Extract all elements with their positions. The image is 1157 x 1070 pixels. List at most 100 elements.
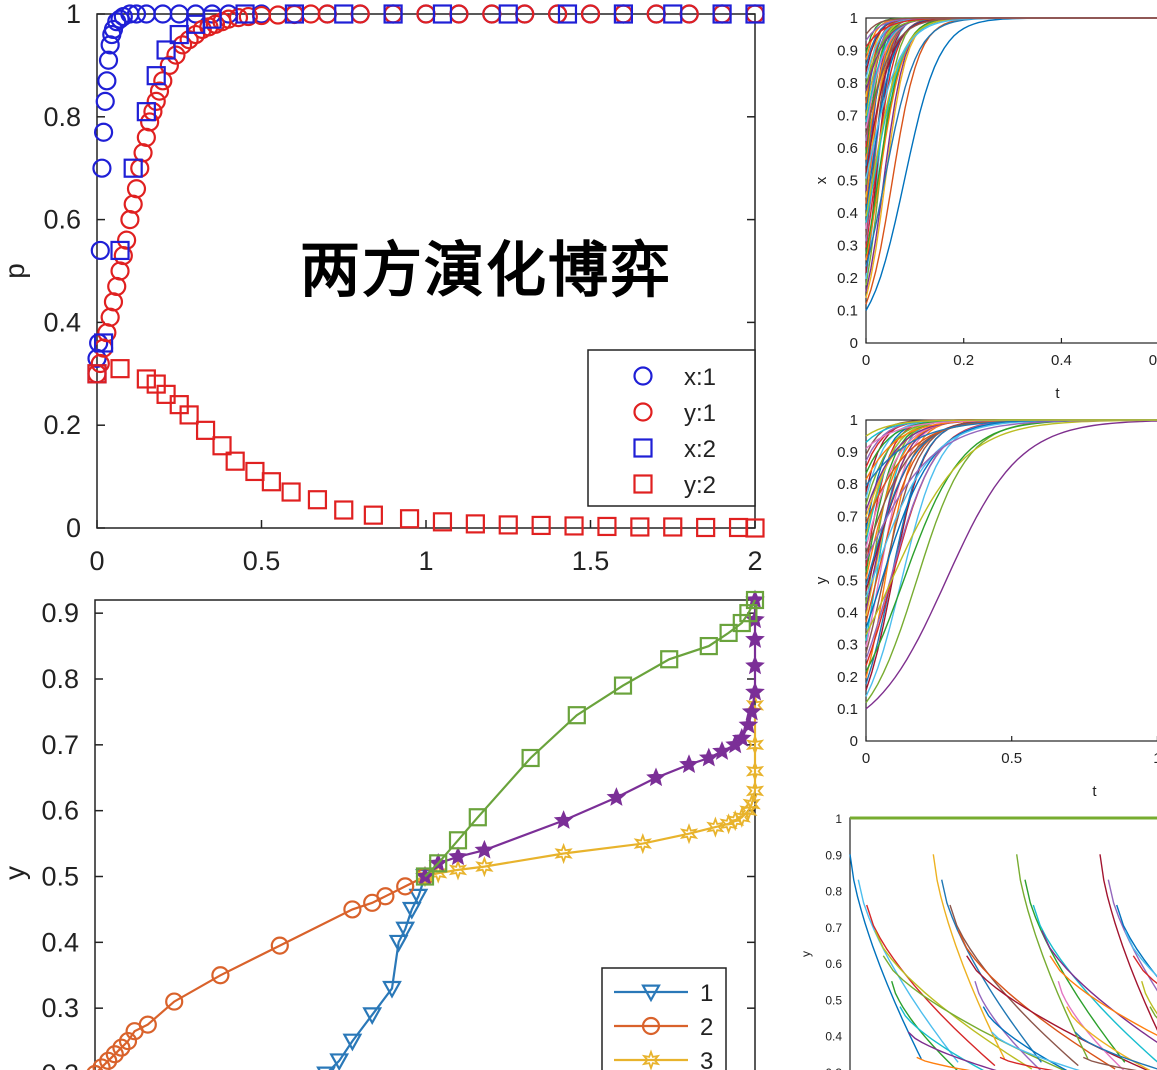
chart-2-point <box>408 888 429 907</box>
chart-1-legend-marker <box>633 438 653 458</box>
chart-2-point <box>633 832 652 855</box>
chart-4-y-tick-label: 0.7 <box>837 508 858 525</box>
chart-3-x-tick-label: 0.6 <box>1149 352 1157 369</box>
chart-4-y-axis-label: y <box>813 576 830 584</box>
chart-1-point <box>663 517 683 537</box>
chart-1-point <box>146 91 166 111</box>
chart-1-x-tick-label: 0 <box>89 546 104 576</box>
chart-1-point <box>580 4 601 24</box>
chart-2-y-tick-label: 0.3 <box>41 993 79 1023</box>
chart-5-y-axis-label: y <box>799 951 813 957</box>
chart-1-point <box>432 4 453 24</box>
chart-2-point <box>738 714 759 734</box>
chart-4-y-tick-label: 0.3 <box>837 637 858 654</box>
chart-1-point <box>212 436 232 456</box>
chart-1-point <box>93 333 114 353</box>
chart-5-y-tick-label: 0.3 <box>825 1066 842 1070</box>
chart-2-y-tick-label: 0.7 <box>41 730 79 760</box>
chart-2-point <box>342 1033 363 1052</box>
chart-5-y-tick-label: 0.5 <box>825 993 842 1007</box>
chart-2-point <box>554 842 573 865</box>
chart-1-point <box>169 395 189 415</box>
chart-4: 0 0.1 0.2 0.3 0.4 0.5 0.6 0.7 0.8 0.9 1 0 0.5 1 t y <box>813 412 1157 800</box>
chart-1-point <box>284 4 304 24</box>
chart-2-point <box>732 806 751 828</box>
chart-1-legend-marker <box>633 474 653 494</box>
chart-1-point <box>745 4 765 24</box>
chart-2-point <box>376 887 395 906</box>
chart-3-y-tick-label: 0.7 <box>837 108 858 125</box>
chart-1-point <box>228 7 249 28</box>
chart-1-point <box>95 91 115 111</box>
chart-1-x-tick-label: 2 <box>747 546 762 576</box>
chart-2-point <box>448 846 468 866</box>
chart-1-point <box>235 4 255 24</box>
chart-1-y-tick-label: 0.6 <box>43 205 81 235</box>
chart-1-point <box>179 405 199 425</box>
chart-3-y-tick-label: 0.1 <box>837 303 858 320</box>
chart-5-y-tick-label: 0.8 <box>825 885 842 899</box>
chart-2-legend-marker <box>641 1049 661 1070</box>
chart-5-curve <box>899 1006 984 1070</box>
chart-5-curve <box>991 1031 1080 1070</box>
chart-1-point <box>202 9 222 29</box>
chart-1-x-tick-label: 1.5 <box>572 546 610 576</box>
chart-1-point <box>97 71 117 91</box>
chart-1-point <box>399 509 420 529</box>
chart-2-point <box>745 681 765 701</box>
chart-2-y-tick-label: 0.5 <box>41 862 79 892</box>
chart-1-legend-label: y:1 <box>684 400 716 427</box>
chart-2-y-tick-label: 0.9 <box>41 598 79 628</box>
chart-2-point <box>745 629 765 648</box>
chart-5-y-tick-label: 0.4 <box>825 1030 842 1044</box>
chart-1-point <box>363 505 383 525</box>
chart-1-point <box>498 515 518 535</box>
chart-1-point <box>238 6 258 27</box>
chart-2: 0.2 0.3 0.4 0.5 0.6 0.7 0.8 0.9 y 1 2 3 <box>0 589 765 1070</box>
chart-2-point <box>567 706 586 725</box>
chart-1-point <box>146 66 166 86</box>
chart-2-point <box>699 636 718 656</box>
chart-2-point <box>745 760 765 782</box>
chart-1-point <box>159 55 179 76</box>
chart-2-point <box>448 859 468 881</box>
chart-2-point <box>613 676 633 695</box>
chart-2-point <box>745 780 765 802</box>
chart-2-y-tick-label: 0.2 <box>41 1059 79 1070</box>
chart-5-curve <box>1099 854 1157 1031</box>
chart-4-x-axis-label: t <box>1092 783 1097 800</box>
chart-5-curve <box>1049 955 1157 1036</box>
chart-2-point <box>112 1038 131 1057</box>
overlay-title: 两方演化博弈 <box>300 236 672 306</box>
chart-4-plot-area <box>865 419 1157 742</box>
chart-1-point <box>87 364 107 384</box>
chart-1-point <box>261 472 281 492</box>
chart-4-x-tick-label: 0 <box>862 750 870 767</box>
chart-1-point <box>149 81 170 101</box>
chart-1-point <box>136 369 156 389</box>
chart-4-curve <box>865 420 1157 710</box>
chart-2-series-line <box>424 599 756 878</box>
chart-2-point <box>741 701 762 721</box>
chart-5-curve <box>982 1006 1068 1070</box>
chart-2-series-4 <box>415 589 765 885</box>
chart-2-point <box>448 831 468 850</box>
chart-2-point <box>329 1053 350 1070</box>
chart-2-point <box>415 867 435 886</box>
chart-2-point <box>86 1064 104 1070</box>
chart-5-plot-area <box>849 817 1157 1070</box>
chart-5-curve <box>849 854 922 1060</box>
chart-5-curve <box>1032 904 1157 1063</box>
chart-2-legend-label: 1 <box>700 980 713 1007</box>
chart-3-y-tick-label: 0.5 <box>837 173 858 190</box>
chart-4-y-tick-label: 0.5 <box>837 573 858 590</box>
chart-2-point <box>138 1015 157 1034</box>
chart-5-curve <box>907 1031 997 1070</box>
chart-4-y-tick-label: 0.8 <box>837 476 858 493</box>
chart-5-y-tick-label: 0.9 <box>825 848 842 862</box>
chart-2-point <box>606 787 627 806</box>
chart-1-y-tick-label: 0.8 <box>43 102 81 132</box>
chart-5-curve <box>949 904 1079 1067</box>
chart-2-point <box>706 816 725 838</box>
